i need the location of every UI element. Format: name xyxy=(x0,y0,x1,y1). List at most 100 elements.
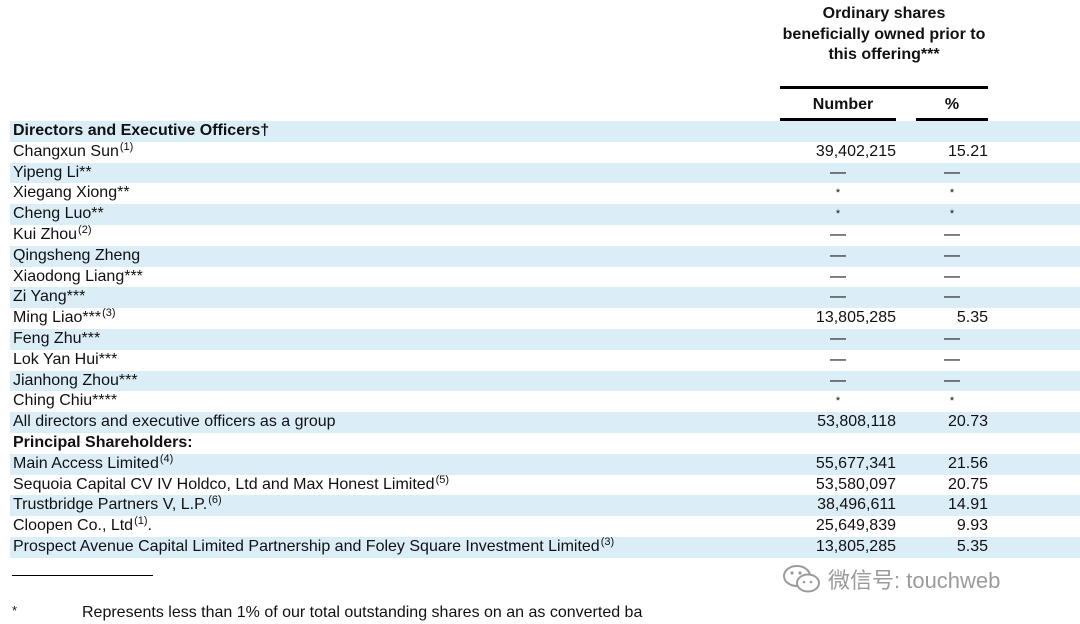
column-group-title: Ordinary shares beneficially owned prior… xyxy=(782,5,986,63)
row-label: Trustbridge Partners V, L.P.(6) xyxy=(13,494,222,516)
shares-percent: * xyxy=(949,395,955,408)
shares-percent: — xyxy=(944,246,960,264)
number-column-rule xyxy=(780,118,896,121)
shares-percent: 20.75 xyxy=(947,475,988,493)
row-label: Kui Zhou(2) xyxy=(13,223,92,246)
table-row: Directors and Executive Officers† xyxy=(10,121,1080,142)
header-rule xyxy=(780,86,988,89)
row-label: Ming Liao***(3) xyxy=(13,307,116,329)
row-label: Lok Yan Hui*** xyxy=(13,350,117,371)
shares-number: 38,496,611 xyxy=(817,496,896,514)
table-row: Kui Zhou(2) — — xyxy=(10,223,1080,246)
row-label-text: Cloopen Co., Ltd xyxy=(13,517,134,535)
table-row: Principal Shareholders: xyxy=(10,433,1080,454)
footnote-reference: (2) xyxy=(78,223,92,236)
row-label-text: Xiaodong Liang*** xyxy=(13,267,143,285)
shares-percent: — xyxy=(944,350,960,368)
table-row: Jianhong Zhou*** — — xyxy=(10,370,1080,392)
footnote-reference: (1) xyxy=(119,140,134,153)
shares-number: 13,805,285 xyxy=(815,309,896,327)
row-label: Xiaodong Liang*** xyxy=(13,267,143,288)
ownership-table: Directors and Executive Officers† Changxu… xyxy=(10,121,1080,558)
shares-percent: 9.93 xyxy=(956,517,988,535)
row-label: Directors and Executive Officers† xyxy=(13,121,269,142)
shares-percent: — xyxy=(944,225,960,243)
table-row: Cloopen Co., Ltd(1). 25,649,839 9.93 xyxy=(10,515,1080,537)
row-label-text: All directors and executive officers as … xyxy=(13,413,336,431)
footnote-reference: (5) xyxy=(435,473,450,486)
row-label-text: Ching Chiu**** xyxy=(13,392,118,410)
row-label: Qingsheng Zheng xyxy=(13,246,140,267)
shares-percent: 5.35 xyxy=(956,309,988,327)
table-row: Feng Zhu*** — — xyxy=(10,328,1080,350)
table-row: Main Access Limited(4) 55,677,341 21.56 xyxy=(10,453,1080,475)
row-label-text: Xiegang Xiong** xyxy=(13,184,130,202)
row-label-text: Main Access Limited xyxy=(13,454,159,472)
shares-percent: — xyxy=(944,371,960,389)
row-label-text: Qingsheng Zheng xyxy=(13,246,141,264)
row-label: Sequoia Capital CV IV Holdco, Ltd and Ma… xyxy=(13,473,450,496)
shares-number: — xyxy=(830,163,846,181)
row-label: Yipeng Li** xyxy=(13,163,92,184)
row-label-text: Prospect Avenue Capital Limited Partners… xyxy=(13,537,600,555)
row-label-text: Cheng Luo** xyxy=(13,205,104,223)
shares-percent: * xyxy=(949,208,955,221)
row-label: Cheng Luo** xyxy=(13,204,104,225)
footnote-reference: (3) xyxy=(600,535,615,548)
shares-percent: — xyxy=(944,329,960,347)
watermark-text: 微信号: touchweb xyxy=(828,568,1001,593)
shares-number: * xyxy=(835,187,841,200)
shares-percent: 15.21 xyxy=(947,142,988,160)
row-label-text: Trustbridge Partners V, L.P. xyxy=(13,496,208,514)
shares-number: 53,808,118 xyxy=(817,413,896,431)
shares-percent: 5.35 xyxy=(956,537,988,555)
shares-number: — xyxy=(830,267,846,285)
shares-percent: 21.56 xyxy=(947,454,988,472)
row-label: Principal Shareholders: xyxy=(13,433,193,454)
shares-number: — xyxy=(830,350,846,368)
table-row: Cheng Luo** * * xyxy=(10,204,1080,225)
shares-number: — xyxy=(830,225,846,243)
shares-number: — xyxy=(830,288,846,306)
table-row: All directors and executive officers as … xyxy=(10,412,1080,433)
shares-percent: — xyxy=(944,267,960,285)
row-label: Feng Zhu*** xyxy=(13,329,100,350)
shares-percent: 14.91 xyxy=(947,496,988,514)
number-column-header: Number xyxy=(812,96,874,113)
row-label-text: Zi Yang*** xyxy=(13,288,86,306)
row-label-suffix: . xyxy=(147,517,152,535)
row-label: Cloopen Co., Ltd(1). xyxy=(13,515,152,537)
shares-percent: * xyxy=(949,187,955,200)
table-row: Lok Yan Hui*** — — xyxy=(10,350,1080,371)
table-row: Ming Liao***(3) 13,805,285 5.35 xyxy=(10,307,1080,329)
table-row: Xiaodong Liang*** — — xyxy=(10,267,1080,288)
row-label: All directors and executive officers as … xyxy=(13,412,336,433)
shares-number: 39,402,215 xyxy=(815,142,896,160)
table-row: Xiegang Xiong** * * xyxy=(10,183,1080,204)
row-label: Main Access Limited(4) xyxy=(13,453,173,475)
row-label: Jianhong Zhou*** xyxy=(13,371,138,392)
shares-number: * xyxy=(835,208,841,221)
shares-percent: — xyxy=(944,288,960,306)
wechat-icon xyxy=(783,565,820,593)
table-row: Trustbridge Partners V, L.P.(6) 38,496,61… xyxy=(10,494,1080,517)
row-label-text: Changxun Sun xyxy=(13,142,119,160)
footnote-rule xyxy=(12,575,153,576)
footnote-reference: (3) xyxy=(102,307,116,320)
table-row: Ching Chiu**** * * xyxy=(10,391,1080,412)
footnote-reference: (6) xyxy=(208,494,222,507)
shares-number: 25,649,839 xyxy=(815,517,896,535)
table-row: Qingsheng Zheng — — xyxy=(10,245,1080,267)
shares-number: — xyxy=(830,246,846,264)
percent-column-header: % xyxy=(944,96,960,113)
footnote-text: Represents less than 1% of our total out… xyxy=(82,604,643,621)
row-label-text: Principal Shareholders: xyxy=(13,433,193,451)
row-label: Ching Chiu**** xyxy=(13,391,117,412)
table-row: Sequoia Capital CV IV Holdco, Ltd and Ma… xyxy=(10,473,1080,496)
footnote-reference: (1) xyxy=(134,515,148,528)
table-row: Yipeng Li** — — xyxy=(10,162,1080,184)
percent-column-rule xyxy=(916,118,988,121)
row-label-text: Sequoia Capital CV IV Holdco, Ltd and Ma… xyxy=(13,475,435,493)
row-label: Prospect Avenue Capital Limited Partners… xyxy=(13,535,615,558)
shares-number: * xyxy=(835,395,841,408)
